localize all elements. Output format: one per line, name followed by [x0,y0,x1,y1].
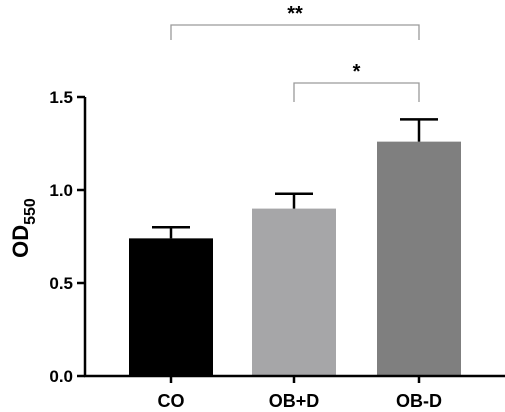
axes-group: CO OB+D OB-D 0.0 0.5 1.0 1.5 [49,88,505,411]
y-tick-label: 0.5 [49,274,73,293]
y-tick-label: 1.0 [49,181,73,200]
y-axis-title-subscript: 550 [22,198,39,225]
x-tick-label: CO [158,391,185,411]
x-tick-label: OB+D [269,391,320,411]
x-tick-label: OB-D [396,391,442,411]
bar-ob-d [377,141,461,376]
bar-ob-d [252,208,336,376]
bar-co [129,238,213,376]
significance-label: * [353,61,361,83]
significance-brackets-group: *** [170,3,420,102]
y-tick-label: 0.0 [49,367,73,386]
significance-label: ** [287,3,303,25]
significance-bracket [170,24,420,40]
y-axis-title: OD550 [8,198,39,258]
y-axis-title-main: OD [8,225,33,258]
y-tick-label: 1.5 [49,88,73,107]
significance-bracket [293,82,420,102]
error-bars-group [152,118,438,239]
bars-group [129,141,461,376]
